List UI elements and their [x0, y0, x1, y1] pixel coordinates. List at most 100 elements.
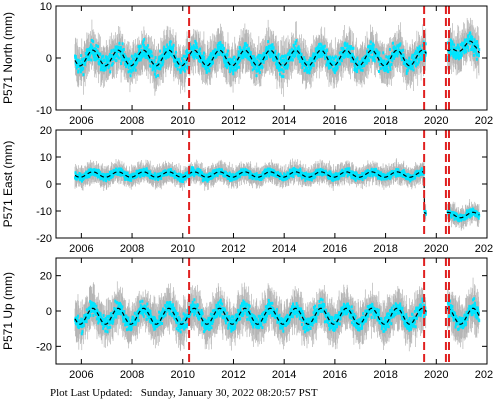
- data-point: [454, 48, 457, 52]
- data-point: [140, 48, 143, 52]
- data-point: [210, 55, 213, 59]
- data-point: [94, 58, 97, 62]
- data-point: [143, 38, 146, 42]
- data-point: [205, 173, 208, 177]
- data-point: [300, 52, 303, 56]
- data-point: [449, 47, 452, 51]
- data-point: [141, 42, 144, 46]
- data-point: [314, 54, 317, 58]
- data-point: [110, 53, 113, 57]
- data-point: [148, 173, 151, 177]
- data-point: [288, 49, 291, 53]
- data-point: [221, 48, 224, 52]
- data-point: [184, 175, 187, 179]
- data-point: [123, 170, 126, 174]
- data-point: [102, 178, 105, 182]
- data-point: [124, 56, 127, 60]
- data-point: [458, 46, 461, 50]
- data-point: [194, 54, 197, 58]
- data-point: [260, 56, 263, 60]
- data-point: [84, 63, 87, 67]
- data-point: [108, 177, 111, 181]
- data-point: [108, 64, 111, 68]
- data-point: [311, 57, 314, 61]
- data-point: [278, 65, 281, 69]
- data-point: [304, 61, 307, 65]
- data-point: [233, 55, 236, 59]
- data-point: [207, 59, 210, 63]
- data-point: [284, 177, 287, 181]
- data-point: [154, 69, 157, 73]
- data-point: [400, 49, 403, 53]
- data-point: [414, 58, 417, 62]
- data-point: [449, 38, 452, 42]
- data-point: [246, 43, 249, 47]
- data-point: [417, 60, 420, 64]
- data-point: [293, 50, 296, 54]
- data-point: [112, 169, 115, 173]
- data-point: [254, 57, 257, 61]
- error-bars: [74, 158, 480, 231]
- data-point: [211, 176, 214, 180]
- data-point: [309, 176, 312, 180]
- data-point: [391, 41, 394, 45]
- data-point: [146, 50, 149, 54]
- data-point: [359, 64, 362, 68]
- data-point: [314, 57, 317, 61]
- data-point: [112, 48, 115, 52]
- data-point: [153, 172, 156, 176]
- data-point: [416, 62, 419, 66]
- data-point: [109, 176, 112, 180]
- data-point: [115, 45, 118, 49]
- data-point: [205, 70, 208, 74]
- data-point: [212, 169, 215, 173]
- data-point: [243, 54, 246, 58]
- data-point: [346, 174, 349, 178]
- data-point: [336, 176, 339, 180]
- data-point: [222, 57, 225, 61]
- data-point: [193, 51, 196, 55]
- data-point: [232, 55, 235, 59]
- data-point: [326, 48, 329, 52]
- data-point: [366, 56, 369, 60]
- data-point: [134, 68, 137, 72]
- data-point: [265, 170, 268, 174]
- data-point: [382, 51, 385, 55]
- data-point: [101, 59, 104, 63]
- data-point: [360, 59, 363, 63]
- data-point: [305, 64, 308, 68]
- data-point: [298, 60, 301, 64]
- model-curve: [74, 40, 480, 67]
- data-point: [142, 40, 145, 44]
- data-point: [129, 74, 132, 78]
- data-point: [136, 59, 139, 63]
- data-point: [150, 50, 153, 54]
- data-point: [225, 54, 228, 58]
- data-point: [79, 70, 82, 74]
- data-point: [136, 174, 139, 178]
- data-point: [299, 60, 302, 64]
- data-point: [92, 47, 95, 51]
- data-point: [303, 56, 306, 60]
- data-point: [87, 168, 90, 172]
- data-point: [463, 38, 466, 42]
- data-point: [114, 48, 117, 52]
- data-point: [385, 66, 388, 70]
- data-point: [325, 63, 328, 67]
- data-point: [356, 66, 359, 70]
- data-point: [106, 173, 109, 177]
- data-point: [418, 45, 421, 49]
- data-point: [242, 168, 245, 172]
- data-point: [264, 49, 267, 53]
- data-point: [386, 61, 389, 65]
- data-point: [292, 54, 295, 58]
- data-point: [222, 51, 225, 55]
- data-point: [330, 65, 333, 69]
- data-point: [74, 171, 77, 175]
- data-point: [138, 46, 141, 50]
- data-point: [293, 46, 296, 50]
- data-point: [134, 52, 137, 56]
- data-point: [449, 41, 452, 45]
- data-point: [264, 168, 267, 172]
